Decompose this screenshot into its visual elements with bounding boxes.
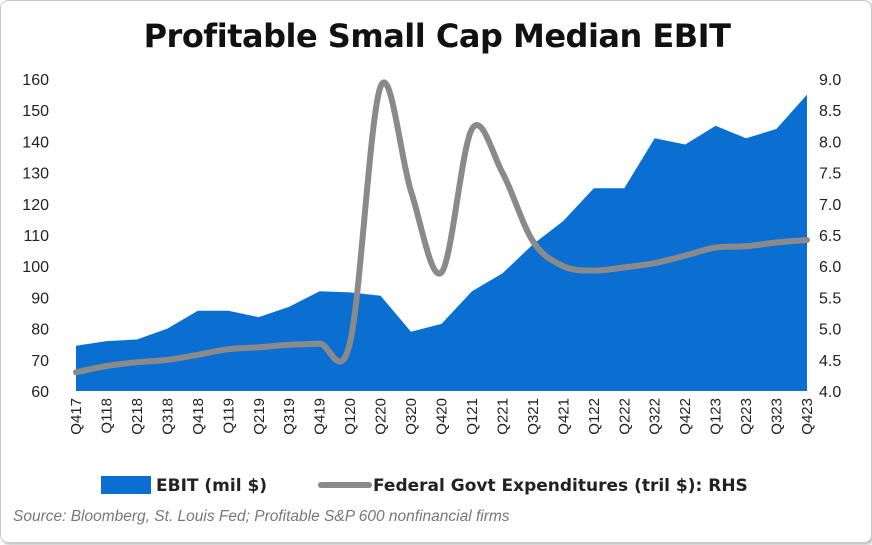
expenditures-line-layer	[73, 79, 810, 376]
y-tick-label-left: 110	[23, 228, 49, 245]
y-axis-left: 60 70 80 90 100 110 120 130 140 150 160	[22, 72, 49, 401]
y-tick-label-left: 100	[22, 259, 49, 276]
chart-title: Profitable Small Cap Median EBIT	[143, 17, 731, 55]
legend: EBIT (mil $) Federal Govt Expenditures (…	[101, 476, 748, 496]
expenditures-line	[73, 79, 810, 376]
x-tick-label: Q120	[342, 398, 359, 435]
y-tick-label-left: 70	[31, 353, 49, 370]
x-tick-label: Q421	[555, 398, 572, 435]
legend-swatch-ebit	[101, 476, 151, 494]
x-tick-label: Q319	[281, 398, 298, 435]
ebit-area	[76, 94, 807, 391]
y-tick-label-left: 90	[31, 290, 49, 307]
x-tick-label: Q418	[190, 398, 207, 435]
x-tick-label: Q123	[708, 398, 725, 435]
x-tick-label: Q222	[616, 398, 633, 435]
x-tick-label: Q219	[251, 398, 268, 435]
x-tick-label: Q119	[220, 398, 237, 434]
y-tick-label-right: 9.0	[819, 72, 841, 89]
x-tick-label: Q321	[525, 398, 542, 435]
y-tick-label-right: 8.5	[819, 103, 841, 120]
x-tick-label: Q223	[738, 398, 755, 435]
y-axis-right: 4.0 4.5 5.0 5.5 6.0 6.5 7.0 7.5 8.0 8.5 9.0	[819, 72, 841, 401]
y-tick-label-left: 150	[22, 103, 49, 120]
y-tick-label-right: 4.0	[819, 384, 841, 401]
legend-label-expenditures: Federal Govt Expenditures (tril $): RHS	[373, 476, 748, 496]
x-tick-label: Q122	[586, 398, 603, 435]
y-tick-label-left: 160	[22, 72, 49, 89]
y-tick-label-left: 60	[31, 384, 49, 401]
y-tick-label-left: 80	[31, 322, 49, 339]
x-tick-label: Q420	[434, 398, 451, 435]
source-note: Source: Bloomberg, St. Louis Fed; Profit…	[13, 508, 510, 525]
y-tick-label-right: 5.0	[819, 322, 841, 339]
x-tick-label: Q323	[769, 398, 786, 435]
ebit-area-layer	[76, 94, 807, 391]
x-tick-label: Q422	[677, 398, 694, 435]
y-tick-label-right: 6.5	[819, 228, 841, 245]
x-tick-label: Q322	[647, 398, 664, 435]
y-tick-label-right: 4.5	[819, 353, 841, 370]
x-axis: Q417 Q118 Q218 Q318 Q418 Q119 Q219 Q319 Q419 Q120…	[68, 398, 816, 435]
y-tick-label-left: 120	[22, 197, 49, 214]
y-tick-label-right: 5.5	[819, 290, 841, 307]
x-tick-label: Q218	[129, 398, 146, 435]
x-tick-label: Q318	[159, 398, 176, 435]
y-tick-label-left: 140	[22, 134, 49, 151]
y-tick-label-left: 130	[22, 166, 49, 183]
x-tick-label: Q320	[403, 398, 420, 435]
y-tick-label-right: 6.0	[819, 259, 841, 276]
x-tick-label: Q220	[373, 398, 390, 435]
y-tick-label-right: 8.0	[819, 134, 841, 151]
x-tick-label: Q118	[98, 398, 115, 434]
x-tick-label: Q417	[68, 398, 85, 435]
y-tick-label-right: 7.5	[819, 166, 841, 183]
y-tick-label-right: 7.0	[819, 197, 841, 214]
x-tick-label: Q221	[494, 398, 511, 435]
legend-label-ebit: EBIT (mil $)	[156, 476, 267, 496]
x-tick-label: Q121	[464, 398, 481, 435]
x-tick-label: Q419	[312, 398, 329, 435]
x-tick-label: Q423	[799, 398, 816, 435]
